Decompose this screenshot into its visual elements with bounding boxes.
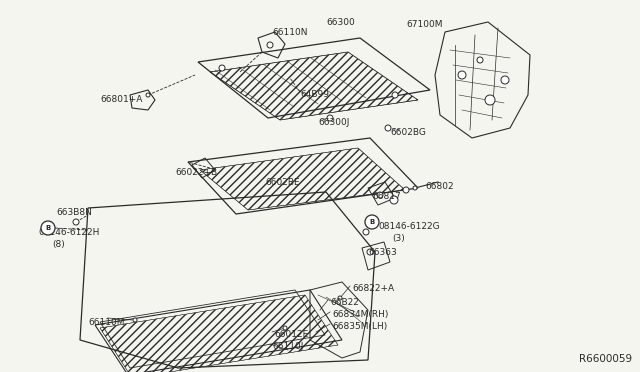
Text: 08146-6122H: 08146-6122H [38,228,99,237]
Circle shape [501,76,509,84]
Text: B: B [369,219,374,225]
Circle shape [363,229,369,235]
Text: (8): (8) [52,240,65,249]
Circle shape [41,221,55,235]
Text: 66110J: 66110J [272,342,303,351]
Circle shape [327,115,333,121]
Text: 663B8N: 663B8N [56,208,92,217]
Text: 66022+B: 66022+B [175,168,217,177]
Circle shape [338,296,342,300]
Circle shape [403,187,409,193]
Text: 66834M(RH): 66834M(RH) [332,310,388,319]
Circle shape [267,42,273,48]
Circle shape [133,318,137,322]
Circle shape [392,92,398,98]
Text: 66801+A: 66801+A [100,95,142,104]
Circle shape [413,186,417,190]
Circle shape [458,71,466,79]
Circle shape [477,57,483,63]
Text: 66B22: 66B22 [330,298,359,307]
Text: 66012E: 66012E [274,330,308,339]
Circle shape [485,95,495,105]
Text: 66802: 66802 [425,182,454,191]
Text: 66300J: 66300J [318,118,349,127]
Circle shape [377,192,383,198]
Text: 6602BE: 6602BE [265,178,300,187]
Text: 66110N: 66110N [272,28,307,37]
Circle shape [146,93,150,97]
Circle shape [385,125,391,131]
Text: 64B99: 64B99 [300,90,329,99]
Circle shape [367,249,373,255]
Text: 66822+A: 66822+A [352,284,394,293]
Text: B: B [45,225,51,231]
Text: 6602BG: 6602BG [390,128,426,137]
Text: 08146-6122G: 08146-6122G [378,222,440,231]
Text: 67100M: 67100M [406,20,442,29]
Text: R6600059: R6600059 [579,354,632,364]
Text: 66835M(LH): 66835M(LH) [332,322,387,331]
Text: 66817: 66817 [372,192,401,201]
Text: (3): (3) [392,234,404,243]
Circle shape [73,219,79,225]
Circle shape [365,215,379,229]
Circle shape [283,326,287,330]
Text: 66110M: 66110M [88,318,125,327]
Text: 66300: 66300 [326,18,355,27]
Circle shape [390,196,398,204]
Circle shape [219,65,225,71]
Text: 66363: 66363 [368,248,397,257]
